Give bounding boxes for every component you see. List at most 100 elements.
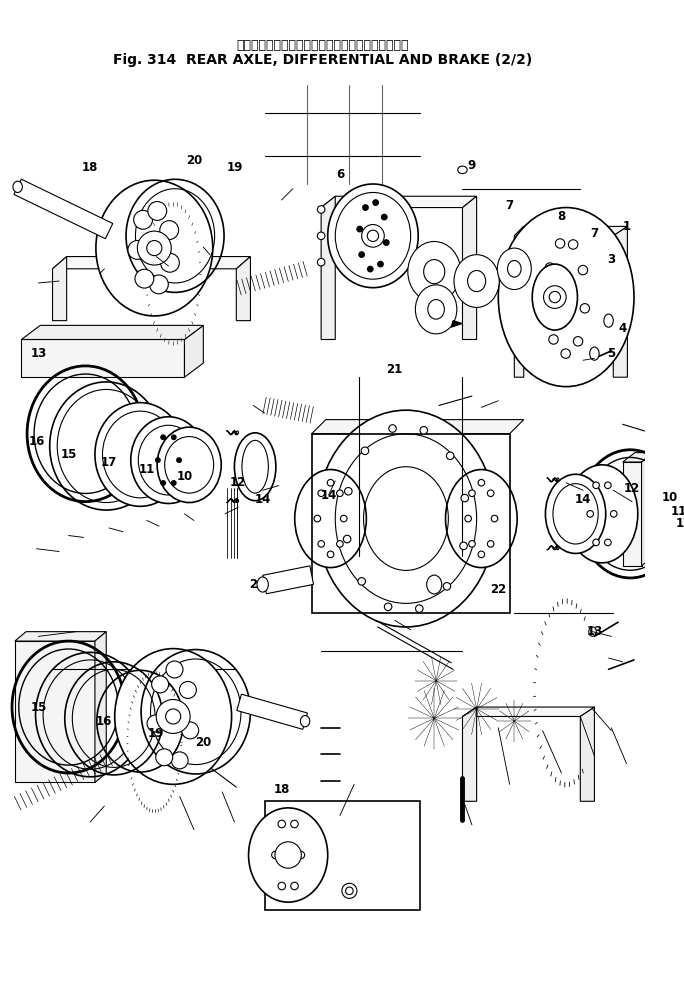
Circle shape	[133, 210, 153, 230]
Circle shape	[578, 265, 588, 275]
Text: 13: 13	[586, 625, 603, 639]
Circle shape	[337, 490, 343, 497]
Ellipse shape	[317, 206, 325, 213]
Circle shape	[549, 335, 558, 345]
Text: 9: 9	[468, 158, 476, 171]
Circle shape	[291, 821, 298, 828]
Ellipse shape	[508, 260, 521, 277]
Polygon shape	[321, 196, 477, 208]
Ellipse shape	[328, 184, 418, 288]
Circle shape	[580, 304, 590, 313]
Text: 15: 15	[30, 701, 47, 714]
Circle shape	[327, 479, 334, 486]
Text: 1: 1	[622, 220, 631, 233]
Circle shape	[314, 515, 321, 522]
Circle shape	[420, 427, 428, 434]
Circle shape	[182, 722, 198, 739]
Ellipse shape	[131, 417, 206, 504]
Text: 13: 13	[30, 347, 47, 360]
Text: リヤーアクスル、デファレンシャルおよびブレーキ: リヤーアクスル、デファレンシャルおよびブレーキ	[237, 39, 409, 51]
Text: 4: 4	[618, 322, 627, 335]
Circle shape	[384, 603, 392, 611]
Circle shape	[545, 263, 555, 272]
Text: 12: 12	[624, 482, 640, 495]
Circle shape	[549, 291, 560, 303]
Ellipse shape	[604, 314, 614, 328]
Polygon shape	[15, 632, 106, 642]
Circle shape	[345, 487, 352, 495]
Text: 20: 20	[186, 153, 202, 167]
Ellipse shape	[317, 258, 325, 266]
Circle shape	[593, 482, 599, 489]
Circle shape	[587, 511, 594, 517]
Text: 10: 10	[661, 491, 678, 504]
Circle shape	[542, 301, 552, 310]
Text: 22: 22	[490, 583, 506, 596]
Polygon shape	[514, 227, 524, 377]
Ellipse shape	[454, 254, 499, 308]
Ellipse shape	[423, 259, 445, 284]
Circle shape	[359, 251, 365, 257]
Circle shape	[460, 543, 467, 549]
Text: 7: 7	[505, 199, 514, 212]
Circle shape	[341, 515, 347, 522]
Polygon shape	[263, 566, 313, 594]
Circle shape	[297, 851, 304, 858]
Circle shape	[342, 883, 357, 898]
Circle shape	[367, 266, 373, 272]
Circle shape	[135, 269, 154, 288]
Ellipse shape	[545, 474, 606, 553]
Circle shape	[555, 239, 565, 248]
Text: 11: 11	[671, 505, 684, 518]
Text: 17: 17	[676, 517, 684, 530]
Ellipse shape	[257, 577, 268, 592]
Circle shape	[171, 751, 188, 769]
Ellipse shape	[532, 264, 577, 330]
Circle shape	[160, 221, 179, 240]
Circle shape	[605, 540, 611, 545]
Circle shape	[416, 605, 423, 613]
Polygon shape	[21, 340, 185, 377]
Text: 19: 19	[148, 727, 164, 740]
Circle shape	[147, 715, 164, 732]
Text: 16: 16	[96, 715, 113, 728]
Ellipse shape	[408, 242, 460, 302]
Circle shape	[150, 275, 168, 294]
Ellipse shape	[468, 270, 486, 292]
Circle shape	[172, 480, 176, 485]
Circle shape	[318, 490, 324, 497]
Text: 10: 10	[176, 469, 193, 483]
Text: 18: 18	[274, 783, 290, 797]
Polygon shape	[15, 642, 95, 782]
Circle shape	[389, 425, 396, 433]
Text: 6: 6	[336, 168, 344, 181]
Ellipse shape	[13, 181, 23, 192]
Circle shape	[447, 452, 454, 459]
Ellipse shape	[590, 347, 599, 360]
Circle shape	[469, 490, 475, 497]
Circle shape	[166, 661, 183, 678]
Text: 20: 20	[195, 737, 211, 749]
Polygon shape	[462, 196, 477, 340]
Ellipse shape	[96, 180, 213, 316]
Text: 2: 2	[249, 578, 257, 591]
Circle shape	[318, 541, 324, 547]
Ellipse shape	[445, 469, 517, 567]
Circle shape	[561, 348, 570, 358]
Ellipse shape	[458, 166, 467, 173]
Ellipse shape	[235, 433, 276, 501]
Ellipse shape	[95, 403, 185, 506]
Polygon shape	[14, 179, 113, 239]
Ellipse shape	[295, 469, 367, 567]
Circle shape	[337, 541, 343, 547]
Polygon shape	[462, 707, 594, 717]
Polygon shape	[622, 462, 642, 565]
Text: 11: 11	[139, 463, 155, 476]
Polygon shape	[53, 256, 66, 321]
Circle shape	[491, 515, 498, 522]
Circle shape	[291, 882, 298, 890]
Circle shape	[128, 241, 147, 259]
Polygon shape	[642, 452, 654, 565]
Text: 15: 15	[60, 448, 77, 461]
Circle shape	[147, 241, 162, 255]
